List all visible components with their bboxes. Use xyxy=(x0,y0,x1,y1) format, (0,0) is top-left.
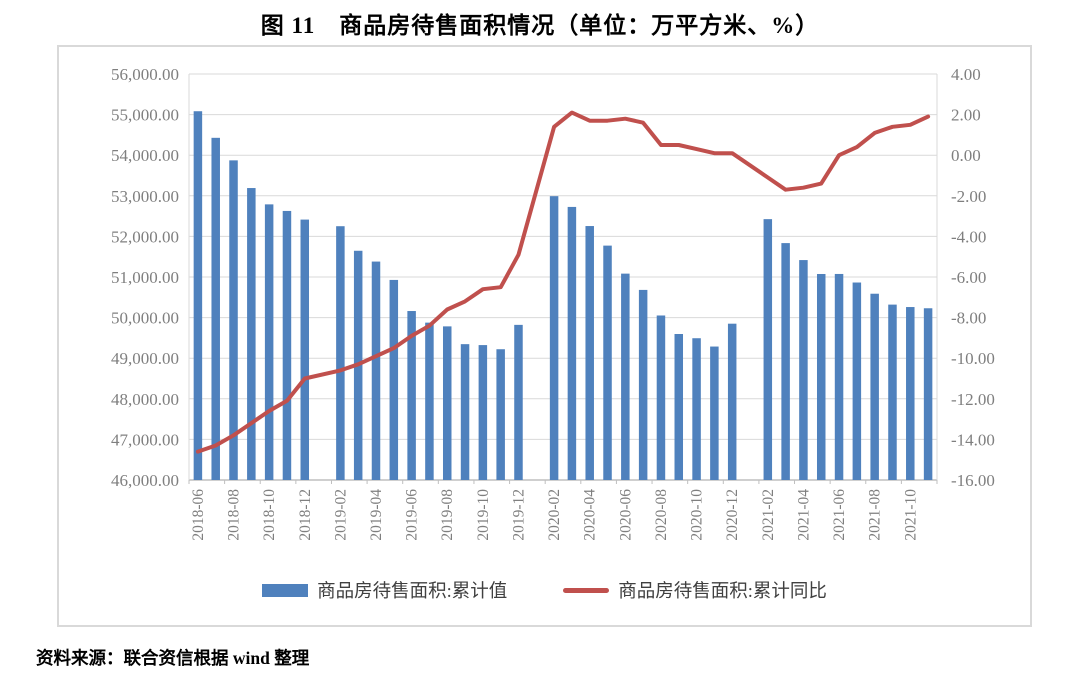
y-axis-label-left: 47,000.00 xyxy=(111,430,179,449)
bar xyxy=(442,326,452,480)
legend: 商品房待售面积:累计值 商品房待售面积:累计同比 xyxy=(59,572,1030,608)
legend-label-cumulative-value: 商品房待售面积:累计值 xyxy=(317,582,508,602)
bar xyxy=(567,206,577,481)
bar xyxy=(834,273,844,480)
y-axis-label-left: 52,000.00 xyxy=(111,227,179,246)
x-axis-label: 2020-08 xyxy=(653,489,670,541)
legend-item-cumulative-value: 商品房待售面积:累计值 xyxy=(262,577,507,603)
bar xyxy=(692,338,701,480)
bar xyxy=(638,289,648,480)
x-axis-label: 2021-04 xyxy=(795,489,812,541)
y-axis-label-left: 50,000.00 xyxy=(111,309,179,328)
bar xyxy=(389,279,399,480)
y-axis-label-left: 49,000.00 xyxy=(111,349,179,368)
bar xyxy=(727,323,737,480)
bar xyxy=(621,273,630,480)
bar xyxy=(710,346,719,480)
y-axis-label-right: 2.00 xyxy=(951,106,981,125)
x-axis-label: 2019-08 xyxy=(439,489,456,541)
bar xyxy=(478,345,488,480)
x-axis-label: 2019-12 xyxy=(510,489,527,541)
bar xyxy=(906,307,915,480)
bar xyxy=(549,196,559,480)
x-axis-label: 2019-10 xyxy=(475,489,492,541)
y-axis-label-left: 54,000.00 xyxy=(111,146,179,165)
x-axis-label: 2020-02 xyxy=(546,489,563,541)
x-axis-label: 2020-10 xyxy=(689,489,706,541)
bar xyxy=(371,261,381,480)
yoy-line xyxy=(195,110,931,454)
bar xyxy=(656,315,666,480)
y-axis-label-right: 0.00 xyxy=(951,146,981,165)
bar xyxy=(852,282,862,480)
bar xyxy=(193,111,203,481)
bar xyxy=(888,304,897,480)
x-axis-label: 2021-08 xyxy=(867,489,884,541)
x-axis-label: 2020-04 xyxy=(582,489,599,541)
y-axis-label-right: -6.00 xyxy=(951,268,986,287)
chart-title: 图 11 商品房待售面积情况（单位：万平方米、%） xyxy=(260,13,820,38)
x-axis-label: 2018-10 xyxy=(261,489,278,541)
bar xyxy=(282,210,292,481)
y-axis-label-left: 56,000.00 xyxy=(111,65,179,84)
y-axis-label-right: -8.00 xyxy=(951,309,986,328)
bar xyxy=(300,219,310,480)
bar xyxy=(799,260,808,480)
bar xyxy=(870,293,879,480)
y-axis-label-right: 4.00 xyxy=(951,65,981,84)
bar xyxy=(460,344,470,480)
legend-label-yoy: 商品房待售面积:累计同比 xyxy=(618,582,827,602)
y-axis-label-right: -12.00 xyxy=(951,390,995,409)
bar xyxy=(496,349,505,480)
bar xyxy=(514,324,523,480)
x-axis-label: 2021-06 xyxy=(831,489,848,541)
x-axis-label: 2021-10 xyxy=(902,489,919,541)
legend-item-yoy: 商品房待售面积:累计同比 xyxy=(563,577,827,603)
bar xyxy=(923,308,933,480)
line-swatch-icon xyxy=(563,587,610,593)
bar xyxy=(781,243,790,480)
y-axis-label-left: 53,000.00 xyxy=(111,187,179,206)
x-axis-label: 2019-06 xyxy=(404,489,421,541)
chart-plot: 56,000.00 55,000.00 54,000.00 53,000.00 52,0… xyxy=(111,65,995,541)
chart-frame: 56,000.00 55,000.00 54,000.00 53,000.00 52,0… xyxy=(57,45,1032,627)
bar xyxy=(674,334,684,480)
y-axis-label-left: 55,000.00 xyxy=(111,106,179,125)
bar xyxy=(603,245,612,480)
x-axis-label: 2020-12 xyxy=(724,489,741,541)
bar xyxy=(247,188,256,480)
x-axis-label: 2018-12 xyxy=(297,489,314,541)
y-axis-label-right: -14.00 xyxy=(951,430,995,449)
x-axis-label: 2020-06 xyxy=(617,489,634,541)
bar xyxy=(425,322,434,480)
bar xyxy=(407,311,416,480)
y-axis-label-right: -4.00 xyxy=(951,227,986,246)
x-axis-label: 2018-08 xyxy=(226,489,243,541)
y-axis-label-left: 51,000.00 xyxy=(111,268,179,287)
x-axis-label: 2019-04 xyxy=(368,489,385,541)
y-axis-label-right: -10.00 xyxy=(951,349,995,368)
source-note: 资料来源：联合资信根据 wind 整理 xyxy=(36,648,310,668)
y-axis-label-left: 46,000.00 xyxy=(111,471,179,490)
bar xyxy=(763,219,773,480)
bar xyxy=(336,226,345,480)
y-axis-label-right: -16.00 xyxy=(951,471,995,490)
x-axis-label: 2019-02 xyxy=(332,489,349,541)
bar xyxy=(211,137,220,481)
bar xyxy=(229,160,238,480)
x-axis-label: 2021-02 xyxy=(760,489,777,541)
y-axis-label-right: -2.00 xyxy=(951,187,986,206)
bar xyxy=(585,226,594,480)
x-axis-label: 2018-06 xyxy=(190,489,207,541)
bar xyxy=(264,204,274,481)
bar-swatch-icon xyxy=(262,583,309,597)
bar xyxy=(816,273,826,480)
y-axis-label-left: 48,000.00 xyxy=(111,390,179,409)
